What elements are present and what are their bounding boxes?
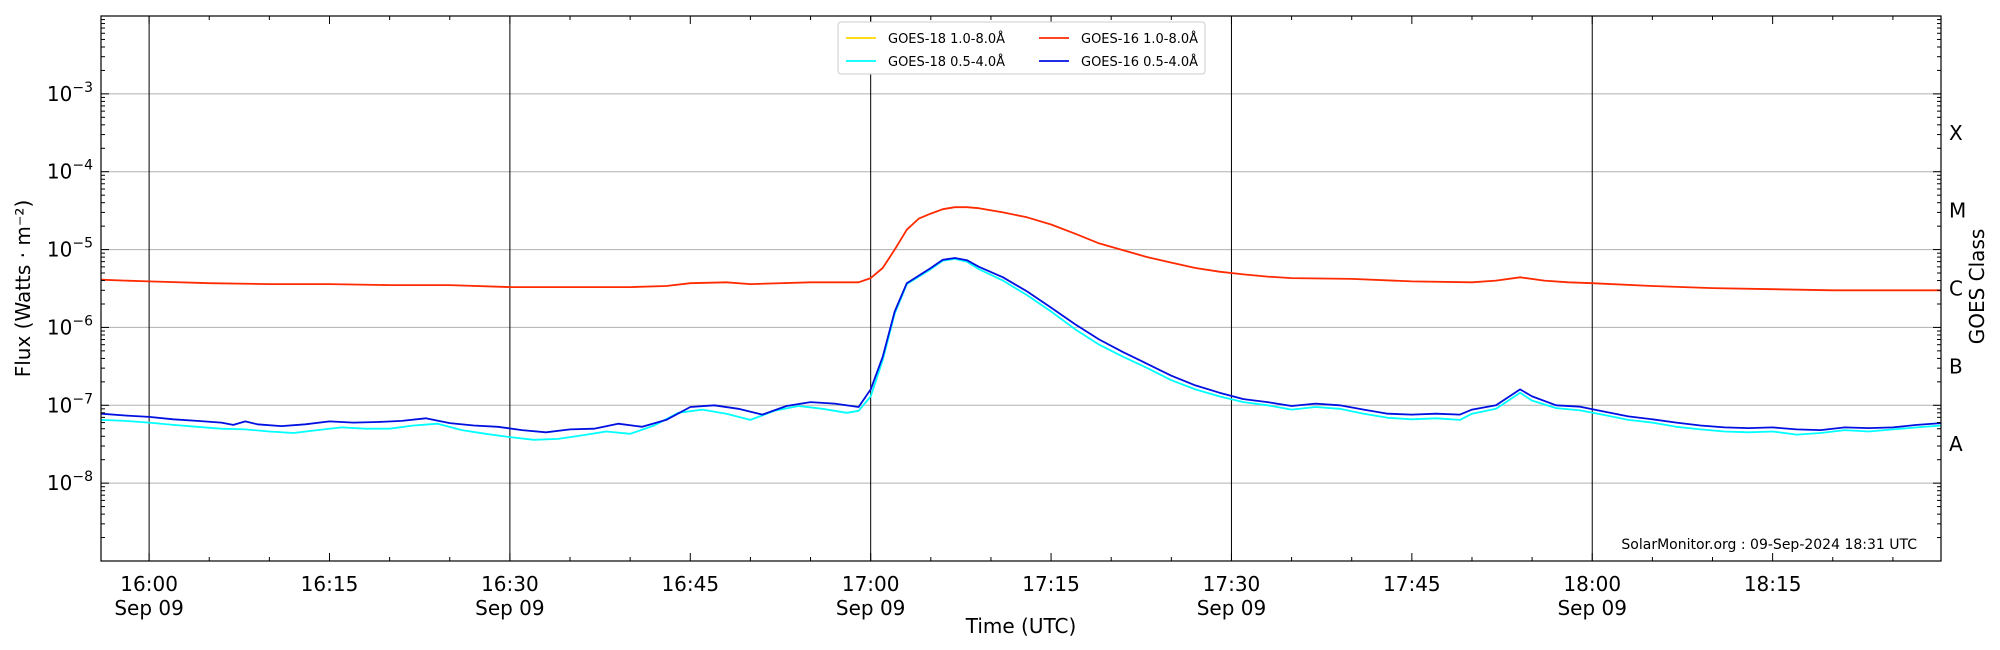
y-tick-label: 10−6 xyxy=(47,313,93,339)
x-tick-label: 17:45 xyxy=(1383,572,1441,596)
x-tick-label: 16:30 xyxy=(481,572,539,596)
x-tick-label: 17:00 xyxy=(842,572,900,596)
legend-label: GOES-18 1.0-8.0Å xyxy=(888,31,1005,47)
x-tick-label: 18:15 xyxy=(1744,572,1802,596)
legend: GOES-18 1.0-8.0Å GOES-18 0.5-4.0Å GOES-16 … xyxy=(837,21,1206,75)
x-tick-date-label: Sep 09 xyxy=(475,596,545,620)
x-tick-label: 17:15 xyxy=(1022,572,1080,596)
y-tick-label: 10−8 xyxy=(47,469,93,495)
grid-lines xyxy=(101,93,1941,484)
axis-ticks xyxy=(101,16,1941,561)
x-tick-label: 16:00 xyxy=(120,572,178,596)
x-tick-date-label: Sep 09 xyxy=(1197,596,1267,620)
x-tick-label: 16:15 xyxy=(301,572,359,596)
x-tick-date-label: Sep 09 xyxy=(114,596,184,620)
credit-text: SolarMonitor.org : 09-Sep-2024 18:31 UTC xyxy=(1621,537,1917,553)
x-tick-date-label: Sep 09 xyxy=(836,596,906,620)
y-tick-label: 10−4 xyxy=(47,158,93,184)
x-tick-label: 17:30 xyxy=(1203,572,1261,596)
y-tick-label: 10−5 xyxy=(47,236,93,262)
y-tick-label: 10−7 xyxy=(47,391,93,417)
series-line-goes-18-0-5-4-0 xyxy=(100,258,1942,441)
goes-class-label: B xyxy=(1949,354,1963,378)
goes-class-label: A xyxy=(1949,432,1963,456)
x-axis-title: Time (UTC) xyxy=(965,614,1077,638)
x-tick-label: 18:00 xyxy=(1563,572,1621,596)
y-tick-label: 10−3 xyxy=(47,80,93,106)
series-line-goes-16-1-0-8-0 xyxy=(100,206,1941,292)
goes-class-label: X xyxy=(1949,121,1963,145)
legend-label: GOES-16 0.5-4.0Å xyxy=(1081,54,1198,70)
plot-frame xyxy=(100,15,1942,562)
legend-label: GOES-18 0.5-4.0Å xyxy=(888,54,1005,70)
legend-box xyxy=(837,21,1206,75)
goes-class-labels: X M C B A xyxy=(1949,121,1966,456)
legend-label: GOES-16 1.0-8.0Å xyxy=(1081,31,1198,47)
y-axis-title: Flux (Watts · m⁻²) xyxy=(11,200,35,378)
x-tick-date-label: Sep 09 xyxy=(1557,596,1627,620)
goes-class-label: M xyxy=(1949,199,1966,223)
vertical-time-markers xyxy=(148,16,1593,561)
series-lines xyxy=(100,206,1942,441)
x-tick-label: 16:45 xyxy=(661,572,719,596)
goes-class-label: C xyxy=(1949,277,1963,301)
right-axis-title: GOES Class xyxy=(1965,229,1989,345)
series-line-goes-16-0-5-4-0 xyxy=(100,257,1942,434)
y-tick-labels: 10−3 10−4 10−5 10−6 10−7 10−8 xyxy=(47,80,93,495)
